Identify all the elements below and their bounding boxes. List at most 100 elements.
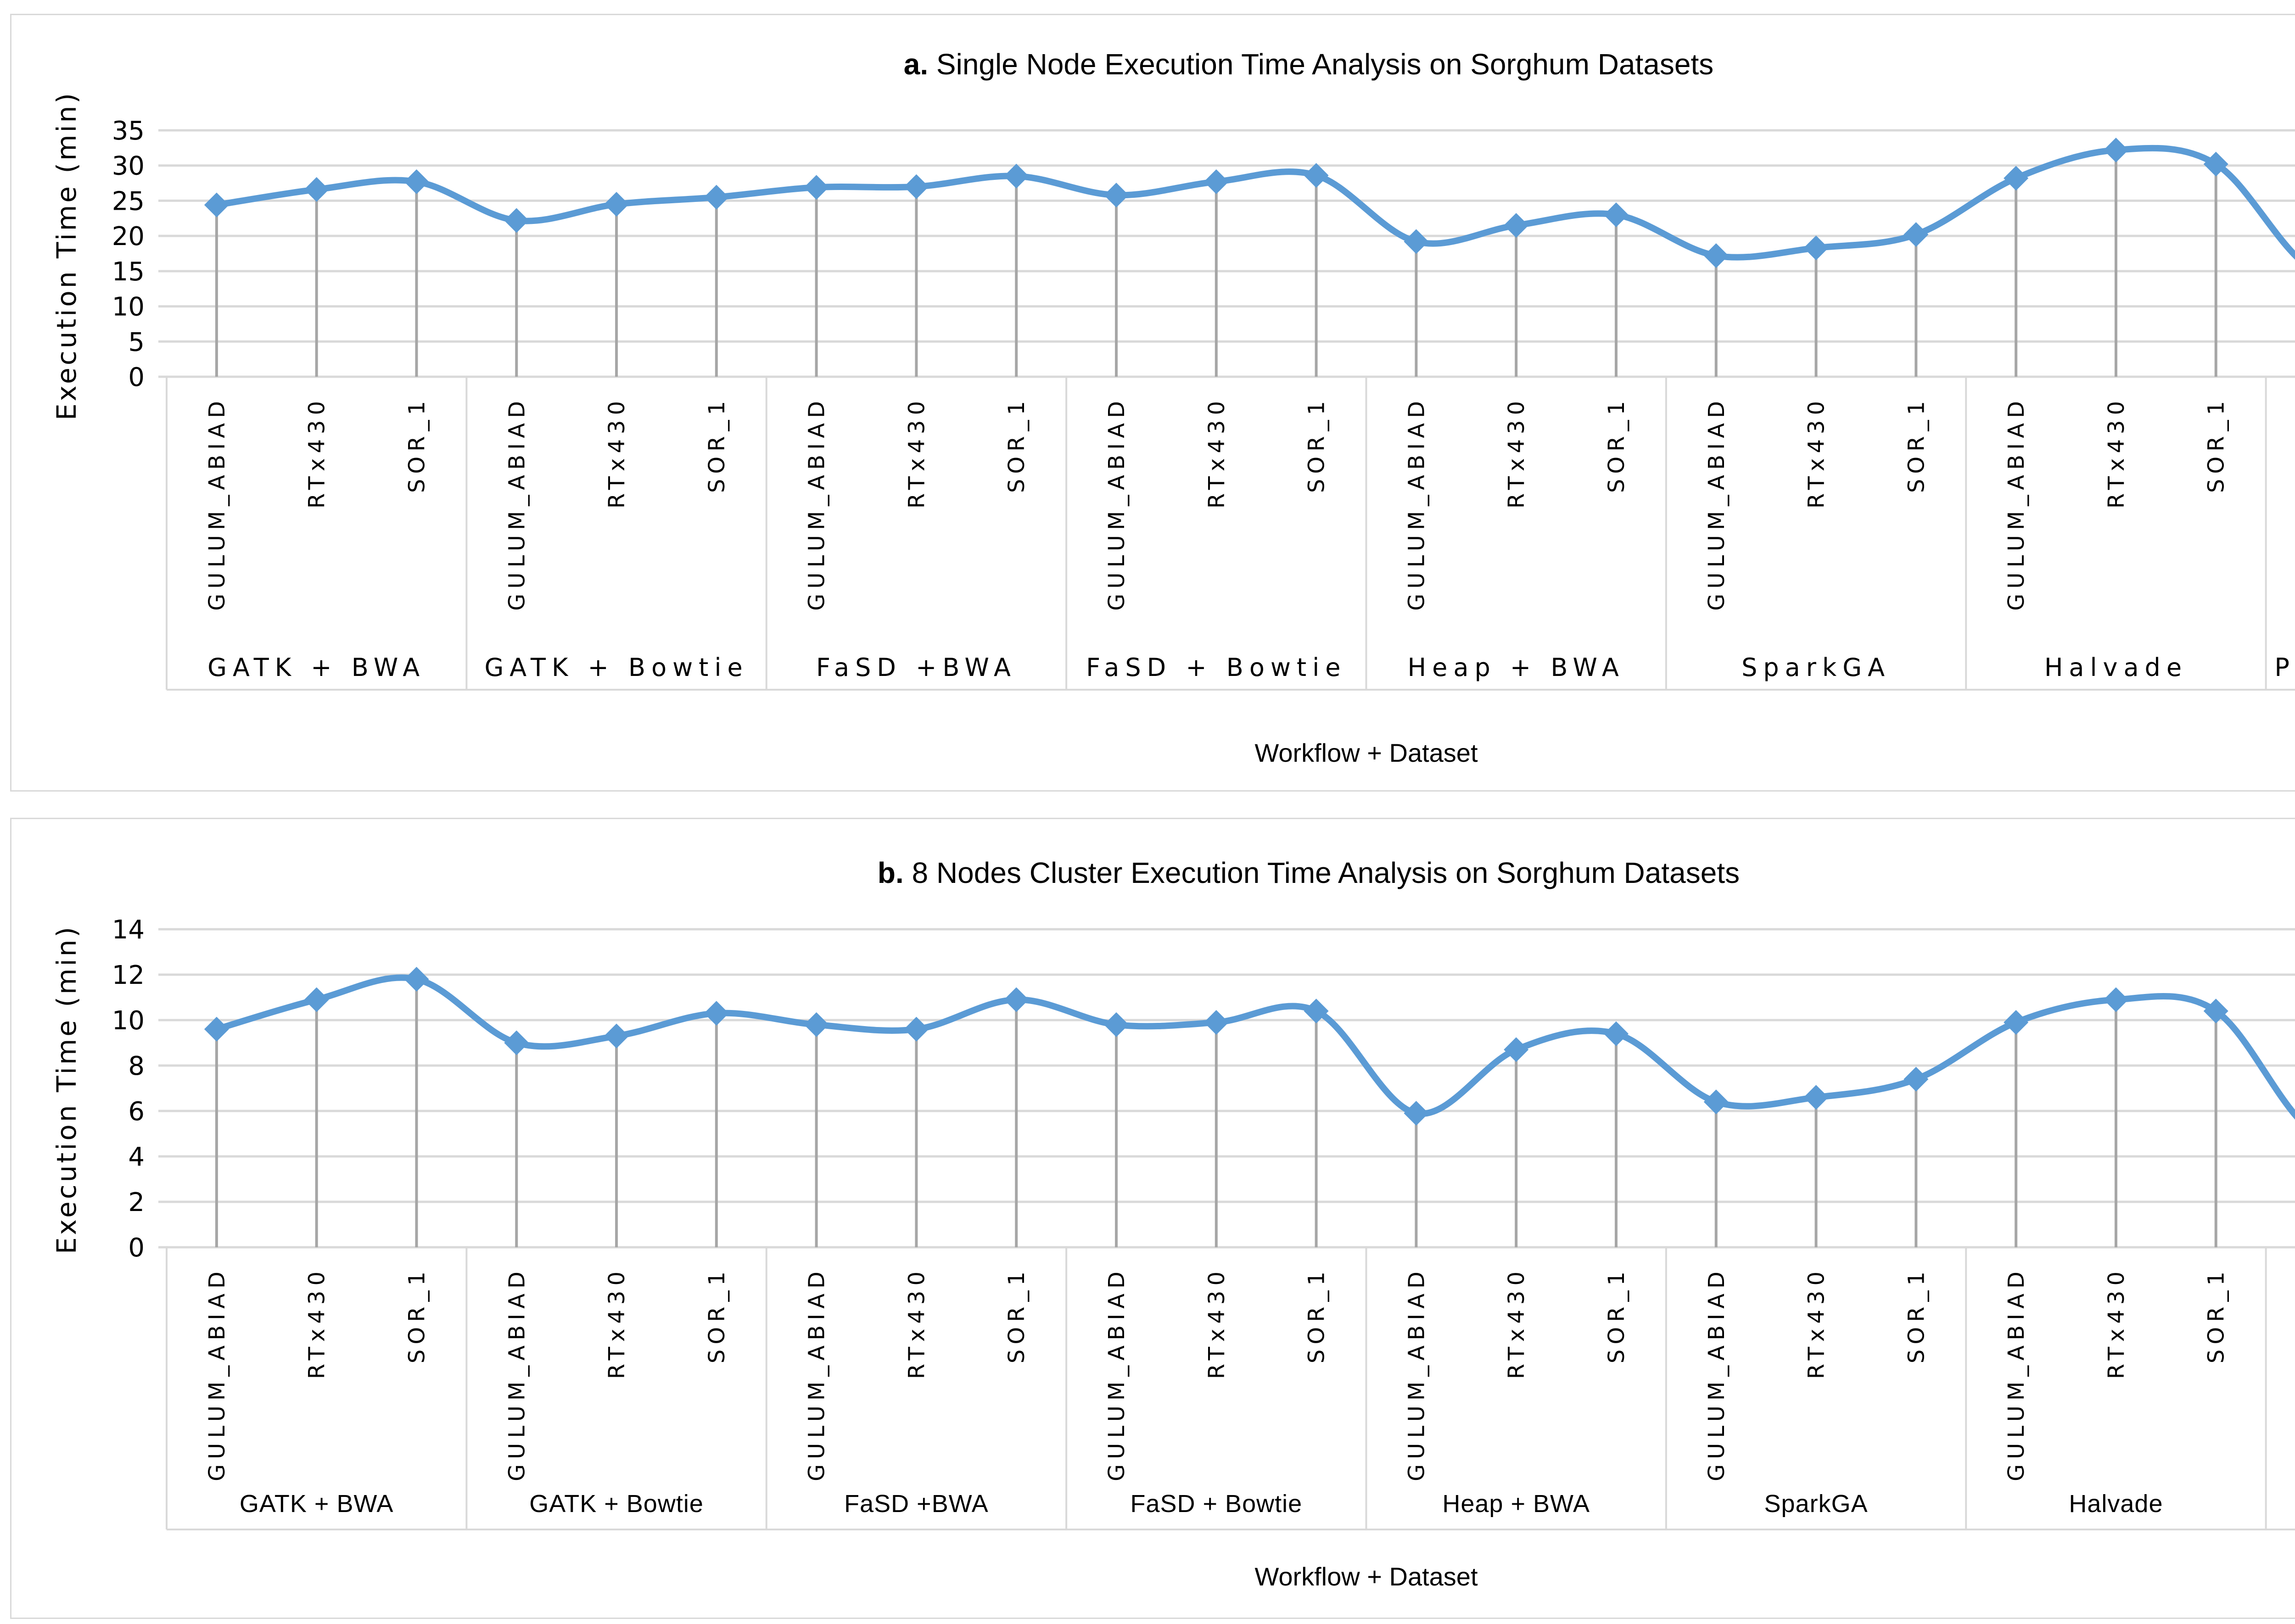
data-point-marker: [304, 987, 329, 1012]
data-point-marker: [1004, 163, 1029, 189]
x-category-label: GULUM_ABIAD: [804, 1267, 830, 1481]
x-category-label: GULUM_ABIAD: [2004, 396, 2029, 611]
x-category-label: SOR_1: [1304, 1267, 1330, 1363]
x-category-label: SOR_1: [704, 396, 730, 493]
x-group-label: GATK + Bowtie: [484, 653, 748, 682]
data-point-marker: [504, 1030, 529, 1055]
data-point-marker: [2103, 987, 2128, 1012]
y-tick-label: 4: [128, 1142, 145, 1172]
x-category-label: RTx430: [304, 396, 330, 508]
data-point-marker: [1903, 222, 1929, 247]
chart-title-a-text: Single Node Execution Time Analysis on S…: [928, 48, 1714, 81]
plot-area-8-nodes-cluster: 14 12 10 8 6 4 2 0 GULUM_ABIAD RTx430 SOR_1 GULUM_A…: [112, 915, 2295, 1530]
chart-title-b: b. 8 Nodes Cluster Execution Time Analys…: [11, 856, 2295, 890]
data-point-marker: [1803, 235, 1829, 261]
y-tick-label: 5: [128, 327, 145, 357]
y-tick-label: 12: [112, 960, 145, 990]
data-point-marker: [1304, 163, 1329, 188]
data-point-marker: [1603, 202, 1629, 228]
data-point-marker: [1203, 1010, 1229, 1035]
x-group-label: GATK + BWA: [207, 653, 425, 682]
data-point-marker: [504, 208, 529, 233]
data-point-marker: [2203, 151, 2228, 177]
x-category-label: GULUM_ABIAD: [1404, 396, 1429, 611]
x-group-label: GATK + Bowtie: [529, 1490, 704, 1518]
y-tick-label: 14: [112, 915, 145, 945]
y-tick-label: 35: [112, 116, 145, 146]
x-category-label: GULUM_ABIAD: [1704, 1267, 1730, 1481]
data-point-marker: [1404, 1100, 1429, 1126]
x-category-label: RTx430: [2104, 1267, 2129, 1379]
x-category-label: RTx430: [304, 1267, 330, 1379]
x-category-label: SOR_1: [704, 1267, 730, 1363]
x-category-label: GULUM_ABIAD: [204, 1267, 230, 1481]
x-category-label: SOR_1: [1004, 1267, 1030, 1363]
x-axis-title-b: Workflow + Dataset: [1254, 1562, 1478, 1591]
x-group-label: GATK + BWA: [240, 1490, 394, 1518]
data-point-marker: [204, 1016, 229, 1042]
x-group-label: FaSD +BWA: [816, 653, 1017, 682]
y-tick-label: 10: [112, 1006, 145, 1036]
y-tick-label: 2: [128, 1188, 145, 1217]
data-point-marker: [1203, 169, 1229, 195]
x-axis-title-a: Workflow + Dataset: [1254, 738, 1478, 767]
chart-title-a: a. Single Node Execution Time Analysis o…: [11, 47, 2295, 81]
x-category-label: SOR_1: [1604, 1267, 1629, 1363]
x-group-label: Heap + BWA: [1408, 653, 1625, 682]
data-point-marker: [804, 175, 829, 200]
x-category-label: RTx430: [604, 396, 630, 508]
data-point-marker: [704, 184, 729, 210]
data-point-marker: [1603, 1021, 1629, 1046]
data-point-marker: [1104, 183, 1129, 208]
x-category-label: RTx430: [1804, 1267, 1830, 1379]
data-point-marker: [404, 169, 429, 195]
y-tick-label: 0: [128, 1233, 145, 1263]
x-category-label: GULUM_ABIAD: [504, 1267, 530, 1481]
data-point-marker: [1404, 229, 1429, 254]
y-tick-label: 30: [112, 151, 145, 181]
x-category-label: SOR_1: [1903, 1267, 1929, 1363]
data-point-marker: [904, 174, 929, 199]
data-point-marker: [604, 192, 629, 217]
x-category-label: GULUM_ABIAD: [1104, 1267, 1130, 1481]
x-category-label: SOR_1: [1604, 396, 1629, 493]
x-category-label: SOR_1: [2204, 1267, 2229, 1363]
data-point-marker: [2004, 166, 2029, 191]
x-category-label: RTx430: [904, 396, 929, 508]
data-point-marker: [804, 1012, 829, 1037]
chart-title-b-prefix: b.: [877, 856, 904, 889]
x-category-label: GULUM_ABIAD: [1404, 1267, 1429, 1481]
data-point-marker: [1803, 1085, 1829, 1110]
data-point-marker: [2004, 1010, 2029, 1035]
data-point-marker: [1104, 1012, 1129, 1037]
x-group-label: Heap + BWA: [1442, 1490, 1590, 1518]
chart-title-b-text: 8 Nodes Cluster Execution Time Analysis …: [903, 856, 1740, 889]
y-tick-label: 25: [112, 186, 145, 216]
data-point-marker: [2103, 137, 2128, 162]
x-category-label: RTx430: [1204, 1267, 1230, 1379]
data-point-marker: [404, 966, 429, 992]
x-category-label: GULUM_ABIAD: [204, 396, 230, 611]
x-category-label: GULUM_ABIAD: [804, 396, 830, 611]
data-point-marker: [204, 192, 229, 218]
series-line: [213, 145, 2295, 261]
data-point-marker: [1703, 243, 1729, 268]
data-point-marker: [704, 1001, 729, 1026]
y-tick-label: 0: [128, 363, 145, 392]
y-tick-label: 20: [112, 222, 145, 251]
x-category-label: SOR_1: [1004, 396, 1030, 493]
x-category-label: RTx430: [604, 1267, 630, 1379]
data-point-marker: [604, 1023, 629, 1049]
x-category-label: GULUM_ABIAD: [1704, 396, 1730, 611]
y-tick-label: 10: [112, 292, 145, 322]
x-category-label: RTx430: [1804, 396, 1830, 508]
x-group-label: Halvade: [2044, 653, 2188, 682]
x-category-label: SOR_1: [2204, 396, 2229, 493]
data-point-marker: [1004, 987, 1029, 1012]
x-category-label: RTx430: [2104, 396, 2129, 508]
data-point-marker: [1504, 213, 1529, 238]
x-group-label: FaSD + Bowtie: [1130, 1490, 1302, 1518]
x-category-label: GULUM_ABIAD: [1104, 396, 1130, 611]
y-tick-label: 15: [112, 257, 145, 287]
plot-area-single-node: 35 30 25 20 15 10 5 0 GULUM_ABIAD RTx430 SOR_1 GULU…: [112, 116, 2295, 691]
